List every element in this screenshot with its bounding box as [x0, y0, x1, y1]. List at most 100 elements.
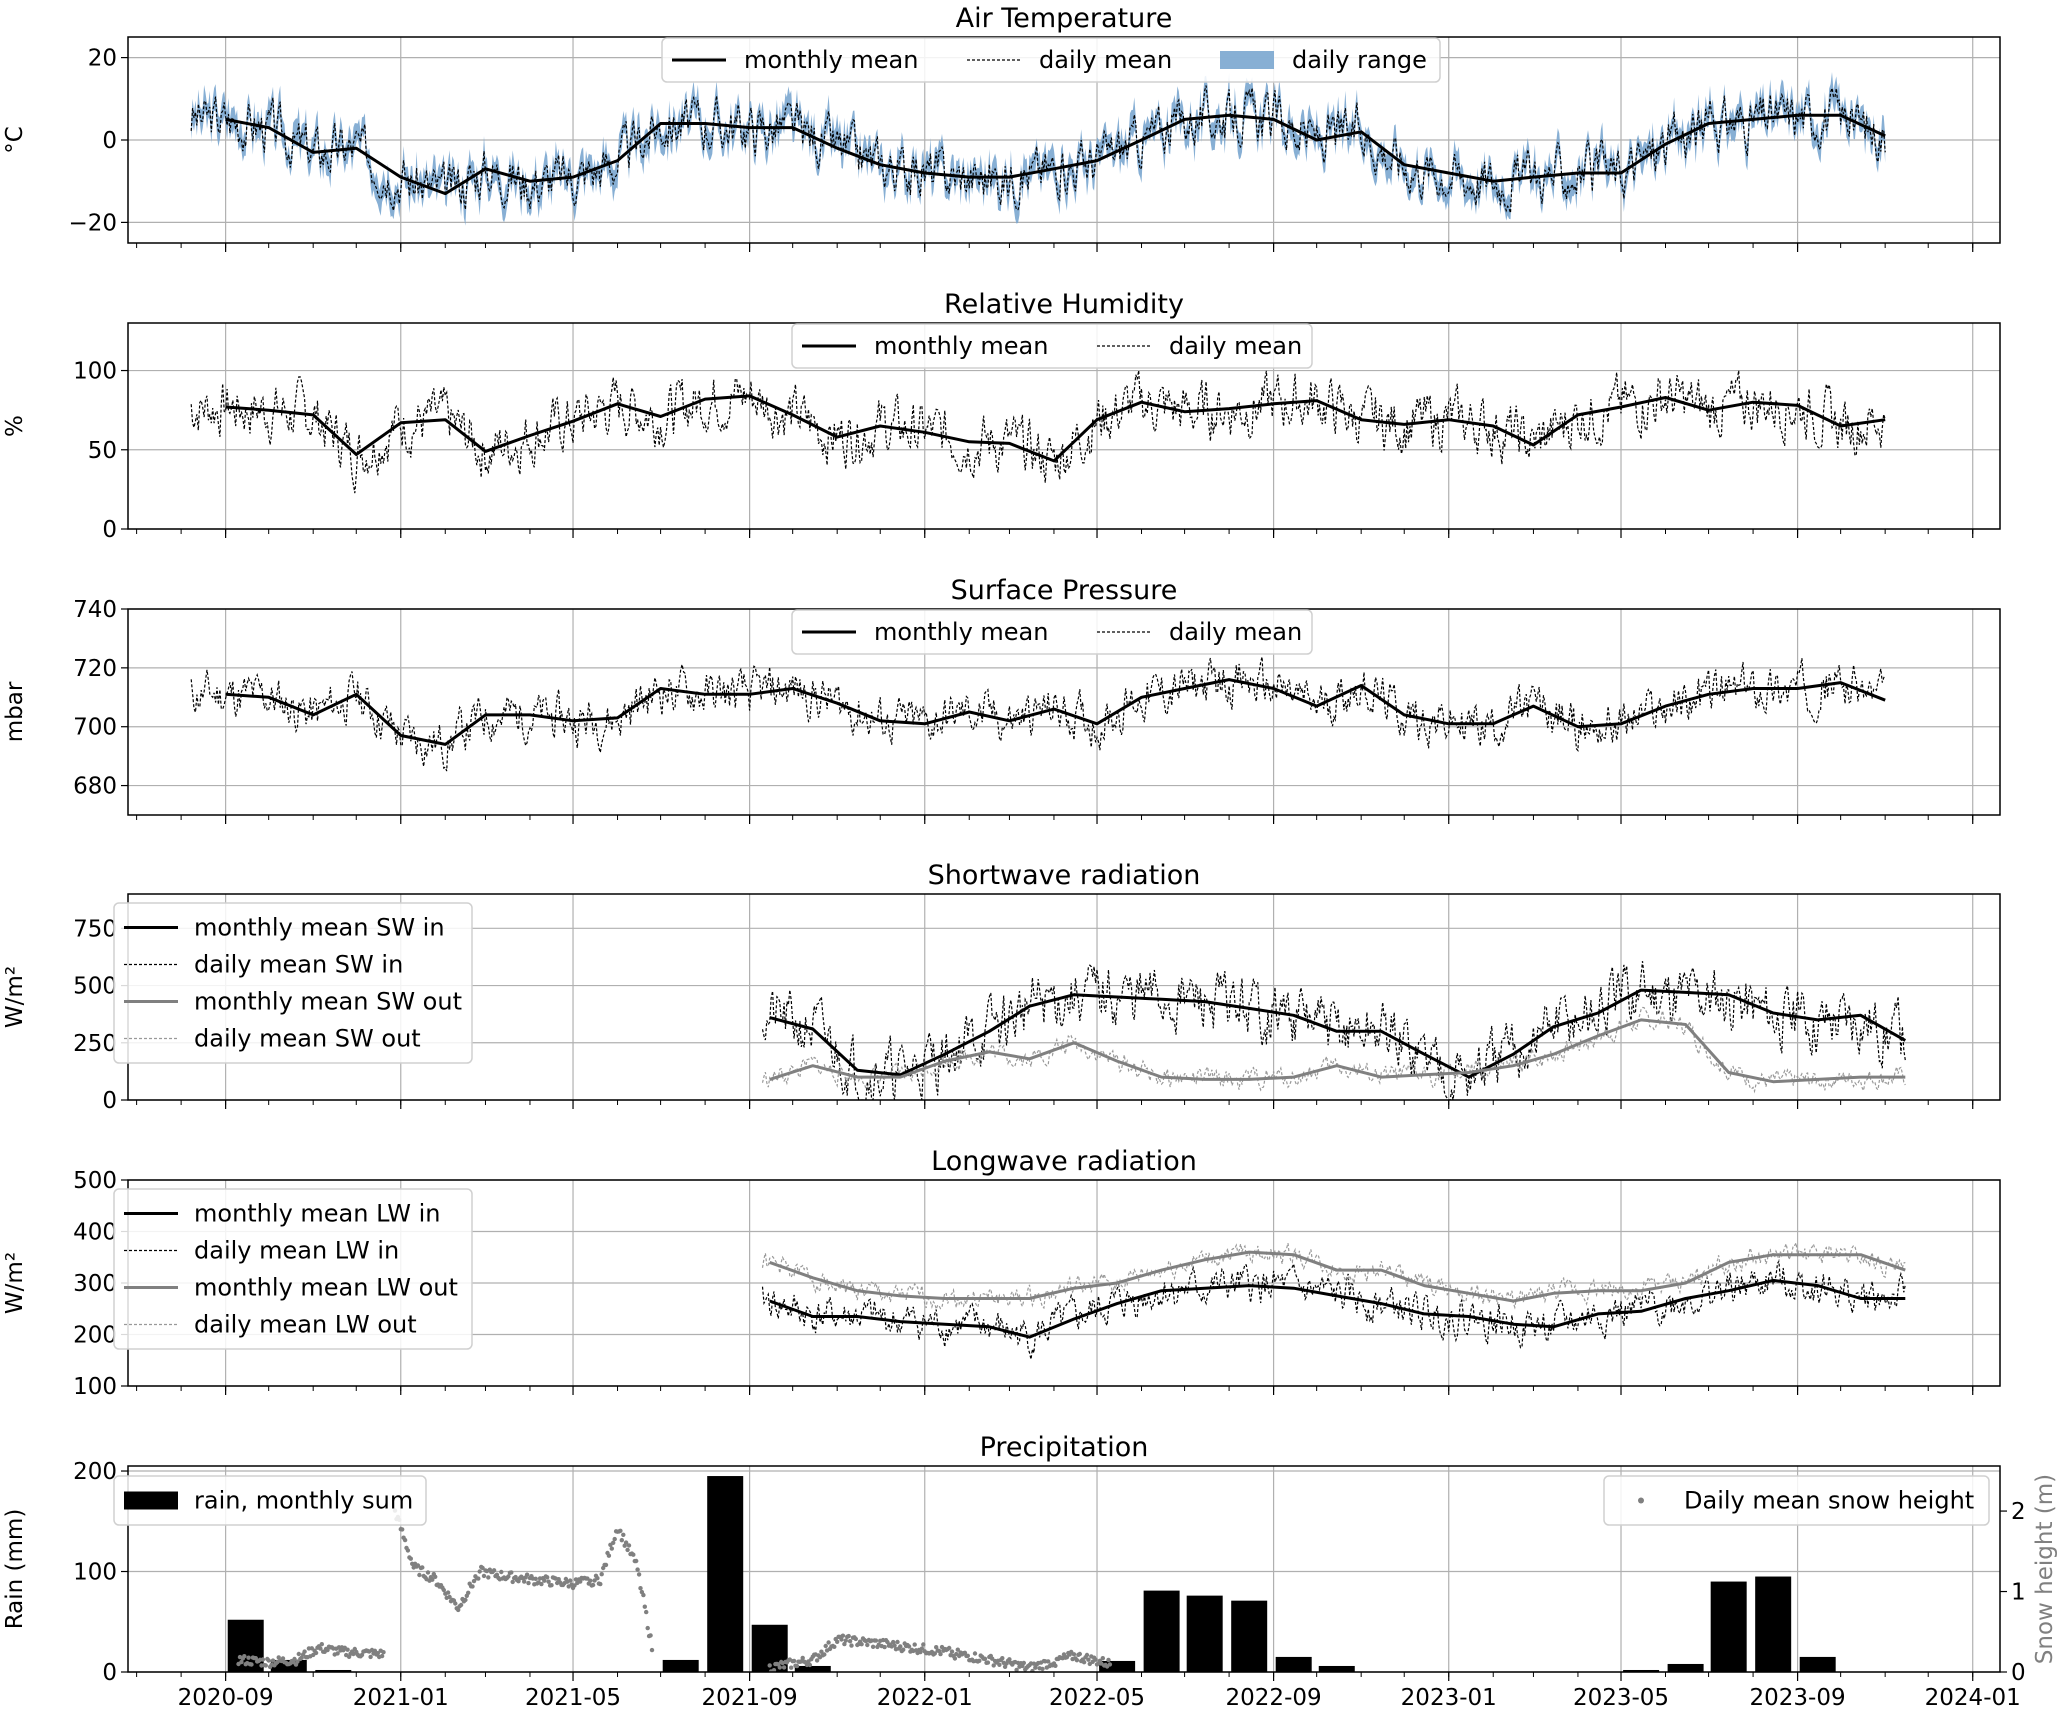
snow-height-dot	[641, 1592, 646, 1598]
snow-height-dot	[381, 1650, 386, 1655]
x-tick-label: 2022-01	[877, 1685, 973, 1709]
snow-height-dot	[588, 1578, 593, 1583]
snow-height-dot	[253, 1656, 258, 1661]
x-tick-label: 2021-05	[525, 1685, 621, 1709]
snow-height-dot	[499, 1569, 504, 1575]
snow-height-dot	[982, 1656, 988, 1662]
snow-height-dot	[938, 1651, 943, 1657]
y-axis-label: Rain (mm)	[2, 1509, 28, 1630]
snow-height-dot	[1061, 1652, 1067, 1657]
snow-height-dot	[568, 1578, 573, 1583]
snow-height-dot	[1081, 1660, 1087, 1665]
plot-area	[227, 1476, 1836, 1672]
plot-area	[761, 1240, 1906, 1360]
snow-height-dot	[603, 1562, 609, 1568]
snow-height-dot	[645, 1625, 650, 1631]
snow-height-dot	[609, 1546, 614, 1551]
snow-height-dot	[556, 1577, 561, 1582]
legend-label: daily mean SW in	[194, 951, 403, 979]
rain-bar	[794, 1665, 831, 1672]
snow-height-dot	[526, 1580, 531, 1586]
legend-box	[1603, 1475, 1990, 1526]
snow-height-dot	[471, 1578, 477, 1584]
y2-tick-label: 1	[2011, 1580, 2026, 1606]
snow-height-dot	[648, 1633, 653, 1638]
y-tick-label: 400	[73, 1220, 117, 1246]
legend-label: Daily mean snow height	[1684, 1487, 1974, 1515]
snow-height-dot	[1086, 1657, 1091, 1662]
snow-height-dot	[420, 1565, 425, 1570]
snow-height-dot	[260, 1657, 266, 1662]
snow-height-dot	[767, 1663, 772, 1668]
panel-title: Shortwave radiation	[928, 860, 1201, 891]
panel-title: Surface Pressure	[951, 575, 1178, 606]
monthly-series-line	[225, 678, 1886, 746]
rain-bar	[315, 1669, 352, 1672]
snow-height-dot	[572, 1583, 577, 1588]
snow-height-dot	[1030, 1668, 1035, 1672]
snow-height-dot	[771, 1668, 777, 1672]
x-tick-label: 2021-01	[353, 1685, 449, 1709]
panel-title: Air Temperature	[956, 3, 1173, 34]
snow-height-dot	[590, 1582, 596, 1588]
snow-height-dot	[456, 1607, 461, 1613]
snow-height-dot	[644, 1609, 649, 1615]
monthly-series-line	[769, 988, 1907, 1079]
y-tick-label: 700	[73, 715, 117, 741]
snow-height-dot	[470, 1584, 475, 1589]
snow-height-dot	[891, 1639, 896, 1645]
snow-height-dot	[919, 1646, 925, 1651]
snow-height-dot	[840, 1633, 846, 1638]
rain-bar	[1623, 1669, 1660, 1672]
snow-height-dot	[842, 1641, 847, 1647]
snow-height-dot	[542, 1578, 547, 1583]
legend-box	[791, 609, 1313, 655]
daily-series-line	[190, 656, 1886, 772]
y-tick-label: −20	[68, 210, 117, 236]
rain-bar	[1667, 1663, 1704, 1672]
snow-height-dot	[901, 1647, 906, 1652]
y-tick-label: 200	[73, 1323, 117, 1349]
monthly-series-line	[769, 1018, 1906, 1084]
plot-area	[190, 72, 1886, 226]
panel-airtemp: Air Temperature °C −20 0 20 monthly mean daily…	[2, 3, 2001, 252]
legend-label: monthly mean	[744, 46, 918, 74]
legend-label: monthly mean	[874, 332, 1048, 360]
snow-height-dot	[934, 1645, 939, 1650]
y-tick-label: 680	[73, 774, 117, 800]
snow-height-dot	[635, 1567, 640, 1572]
snow-height-dot	[619, 1538, 624, 1543]
rain-bar	[1186, 1595, 1223, 1672]
panel-title: Precipitation	[980, 1432, 1149, 1463]
x-tick-label: 2021-09	[702, 1685, 798, 1709]
snow-height-dot	[873, 1638, 879, 1643]
snow-height-dot	[921, 1642, 926, 1647]
legend-label: monthly mean LW in	[194, 1200, 441, 1228]
snow-height-dot	[906, 1644, 912, 1649]
snow-height-dot	[345, 1647, 350, 1652]
snow-height-dot	[408, 1556, 413, 1561]
snow-height-dot	[892, 1643, 897, 1648]
legend-label: daily mean	[1039, 46, 1172, 74]
snow-height-dot	[843, 1638, 848, 1643]
snow-height-dot	[932, 1651, 937, 1656]
panel-press: Surface Pressure mbar 680 700 720 740 monthly …	[2, 575, 2001, 824]
snow-height-dot	[545, 1575, 550, 1580]
y-tick-label: 0	[102, 1088, 117, 1114]
snow-height-dot	[595, 1576, 600, 1581]
snow-height-dot	[991, 1663, 996, 1668]
legend-label: monthly mean LW out	[194, 1274, 458, 1302]
snow-height-dot	[1046, 1659, 1051, 1664]
legend-key-dot	[1638, 1497, 1644, 1504]
y-tick-label: 100	[73, 1374, 117, 1400]
snow-height-dot	[649, 1647, 655, 1653]
plot-frame	[127, 1465, 2001, 1673]
snow-height-dot	[524, 1572, 530, 1577]
snow-height-dot	[870, 1644, 876, 1650]
snow-height-dot	[539, 1581, 544, 1587]
snow-height-dot	[325, 1647, 330, 1653]
panel-title: Relative Humidity	[944, 289, 1184, 320]
rain-bar	[1318, 1665, 1355, 1672]
monthly-series-line	[225, 113, 1886, 196]
snow-height-dot	[295, 1659, 300, 1664]
